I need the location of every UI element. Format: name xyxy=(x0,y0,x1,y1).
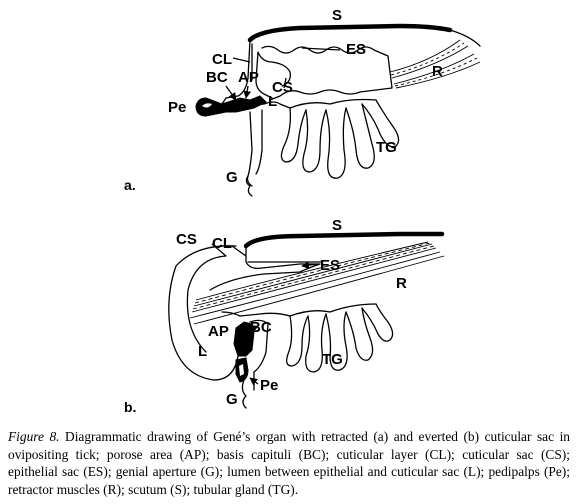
panel-a-letter: a. xyxy=(124,177,136,193)
panel-b-retractor-muscles xyxy=(189,241,445,325)
panel-a-label-pe: Pe xyxy=(168,99,186,116)
panel-a-drawing xyxy=(195,23,481,197)
panel-b-label-tg: TG xyxy=(322,351,343,368)
panel-a-tubular-gland xyxy=(280,98,400,179)
figure-caption-text: Diagrammatic drawing of Gené’s organ wit… xyxy=(8,429,570,497)
panel-a-label-s: S xyxy=(332,7,342,24)
panel-b-label-es: ES xyxy=(320,257,340,274)
panel-b-label-bc: BC xyxy=(250,319,272,336)
panel-b-label-l: L xyxy=(198,343,207,360)
panel-a-label-ap: AP xyxy=(238,69,259,86)
panel-a-label-r: R xyxy=(432,63,443,80)
panel-b-label-s: S xyxy=(332,217,342,234)
panel-a-label-tg: TG xyxy=(376,139,397,156)
panel-b-scutum xyxy=(243,231,445,249)
panel-b-tubular-gland xyxy=(286,303,394,373)
genes-organ-figure: S CL ES BC AP CS R L Pe TG G a. xyxy=(124,7,481,415)
panel-b-letter: b. xyxy=(124,399,136,415)
panel-b-label-pe: Pe xyxy=(260,377,278,394)
panel-a-scutum xyxy=(247,23,453,43)
panel-b-cuticular-sac xyxy=(168,245,239,381)
panel-b-label-cl: CL xyxy=(212,235,232,252)
panel-b-epithelial-sac xyxy=(209,245,321,291)
panel-b-drawing xyxy=(168,231,445,409)
figure-caption: Figure 8. Diagrammatic drawing of Gené’s… xyxy=(8,428,570,498)
panel-a-label-es: ES xyxy=(346,41,366,58)
panel-a-cuticular-sac xyxy=(255,51,291,99)
panel-a-label-g: G xyxy=(226,169,238,186)
panel-a-label-cl: CL xyxy=(212,51,232,68)
panel-a-label-l: L xyxy=(268,93,277,110)
panel-a-retractor-muscles xyxy=(389,39,481,89)
panel-a-label-cs: CS xyxy=(272,79,293,96)
figure-caption-label: Figure 8. xyxy=(8,429,60,444)
panel-b-label-ap: AP xyxy=(208,323,229,340)
panel-a-epithelial-sac xyxy=(261,45,393,101)
panel-a-basis-capituli xyxy=(221,95,267,113)
panel-b-label-g: G xyxy=(226,391,238,408)
panel-a-label-bc: BC xyxy=(206,69,228,86)
panel-a-pedipalps xyxy=(195,97,227,117)
panel-b-label-r: R xyxy=(396,275,407,292)
panel-b-label-cs: CS xyxy=(176,231,197,248)
